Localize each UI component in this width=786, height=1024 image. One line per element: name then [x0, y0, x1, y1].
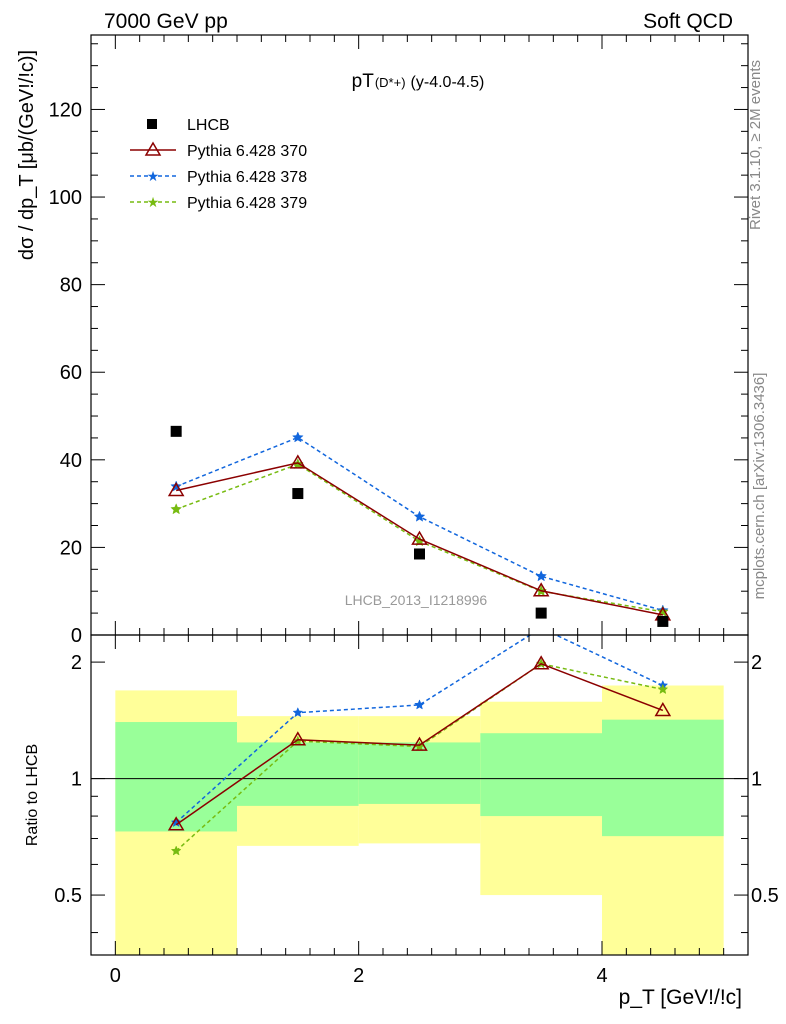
main-y-tick-label: 20 [60, 537, 82, 559]
mcplots-reference-label: mcplots.cern.ch [arXiv:1306.3436] [751, 373, 768, 600]
main-y-tick-label: 40 [60, 450, 82, 472]
ratio-point-pythia-6-428-370 [532, 655, 550, 670]
main-y-tick-label: 0 [71, 625, 82, 647]
ratio-y-axis-label: Ratio to LHCB [24, 744, 41, 846]
ratio-point-pythia-6-428-370 [654, 701, 672, 717]
main-y-tick-label: 60 [60, 362, 82, 384]
main-line-pythia-6-428-378 [175, 436, 664, 612]
ratio-point-pythia-6-428-378 [170, 816, 182, 828]
legend-marker-lhcb [147, 119, 157, 129]
ratio-point-pythia-6-428-379 [657, 683, 669, 695]
header-category-label: Soft QCD [643, 10, 733, 33]
header-energy-label: 7000 GeV pp [104, 10, 228, 33]
ratio-point-pythia-6-428-370 [289, 731, 307, 746]
main-point-pythia-6-428-378 [535, 570, 548, 582]
watermark-analysis-id: LHCB_2013_I1218996 [345, 592, 488, 608]
ratio-point-pythia-6-428-379 [170, 845, 182, 856]
ratio-point-pythia-6-428-378 [292, 707, 304, 718]
ratio-line-pythia-6-428-370 [175, 662, 664, 826]
main-line-pythia-6-428-370 [176, 462, 663, 616]
main-point-lhcb [535, 607, 547, 619]
main-point-pythia-6-428-370 [411, 530, 428, 545]
x-axis-label: p_T [GeV!/!c] [619, 986, 742, 1009]
plot-title-rapidity: (y-4.0-4.5) [411, 74, 485, 91]
x-tick-label: 4 [596, 965, 607, 987]
legend-label-pythia-370: Pythia 6.428 370 [187, 143, 307, 160]
x-tick-label: 0 [110, 965, 121, 987]
main-y-tick-label: 80 [60, 275, 82, 297]
ratio-y-tick-label-left: 0.5 [54, 885, 82, 907]
main-point-lhcb [657, 615, 669, 627]
legend-label-pythia-379: Pythia 6.428 379 [187, 195, 307, 212]
legend-label-pythia-378: Pythia 6.428 378 [187, 169, 307, 186]
main-panel-series [167, 425, 672, 627]
axes-and-ticks: 0 20 40 60 80 100 120 0 2 4 0.5 0.5 1 1 2 2 [49, 34, 779, 987]
legend: LHCB Pythia 6.428 370 ★ Pythia 6.428 378… [130, 117, 307, 212]
plot-title: pT(D*+) (y-4.0-4.5) [352, 71, 485, 92]
ratio-point-pythia-6-428-370 [411, 736, 428, 751]
main-point-lhcb [170, 425, 182, 437]
plot-title-main: pT [352, 71, 375, 92]
ratio-y-tick-label-right: 2 [751, 652, 762, 674]
ratio-y-tick-label-left: 1 [71, 769, 82, 791]
main-point-pythia-6-428-378 [291, 431, 304, 443]
main-y-tick-label: 100 [49, 187, 82, 209]
legend-marker-pythia-378: ★ [147, 168, 160, 184]
legend-marker-pythia-370 [144, 141, 162, 156]
main-point-pythia-6-428-379 [170, 503, 183, 515]
main-point-pythia-6-428-370 [167, 481, 185, 497]
ratio-band-inner [115, 722, 237, 832]
main-point-pythia-6-428-378 [413, 510, 426, 522]
ratio-y-tick-label-right: 1 [751, 769, 762, 791]
legend-label-lhcb: LHCB [187, 117, 230, 134]
legend-marker-pythia-379: ★ [147, 194, 160, 210]
ratio-y-tick-label-right: 0.5 [751, 885, 779, 907]
main-point-pythia-6-428-370 [289, 454, 307, 469]
main-point-lhcb [292, 488, 304, 500]
x-tick-label: 2 [353, 965, 364, 987]
main-point-pythia-6-428-370 [532, 582, 550, 597]
ratio-panel-frame [90, 634, 749, 956]
plot-title-particle: (D*+) [375, 75, 406, 90]
main-y-tick-label: 120 [49, 99, 82, 121]
ratio-band-inner [480, 733, 602, 817]
main-y-axis-label: dσ / dp_T [μb/(GeV!/!c)] [16, 50, 38, 260]
ratio-y-tick-label-left: 2 [71, 652, 82, 674]
main-point-lhcb [414, 548, 425, 560]
ratio-uncertainty-bands [91, 685, 748, 955]
rivet-version-label: Rivet 3.1.10, ≥ 2M events [747, 60, 764, 230]
ratio-band-inner [602, 719, 724, 837]
ratio-point-pythia-6-428-378 [414, 699, 425, 710]
ratio-point-pythia-6-428-370 [167, 816, 185, 831]
ratio-band-inner [358, 742, 481, 804]
ratio-band-inner [237, 742, 359, 806]
ratio-panel-series [167, 635, 672, 856]
